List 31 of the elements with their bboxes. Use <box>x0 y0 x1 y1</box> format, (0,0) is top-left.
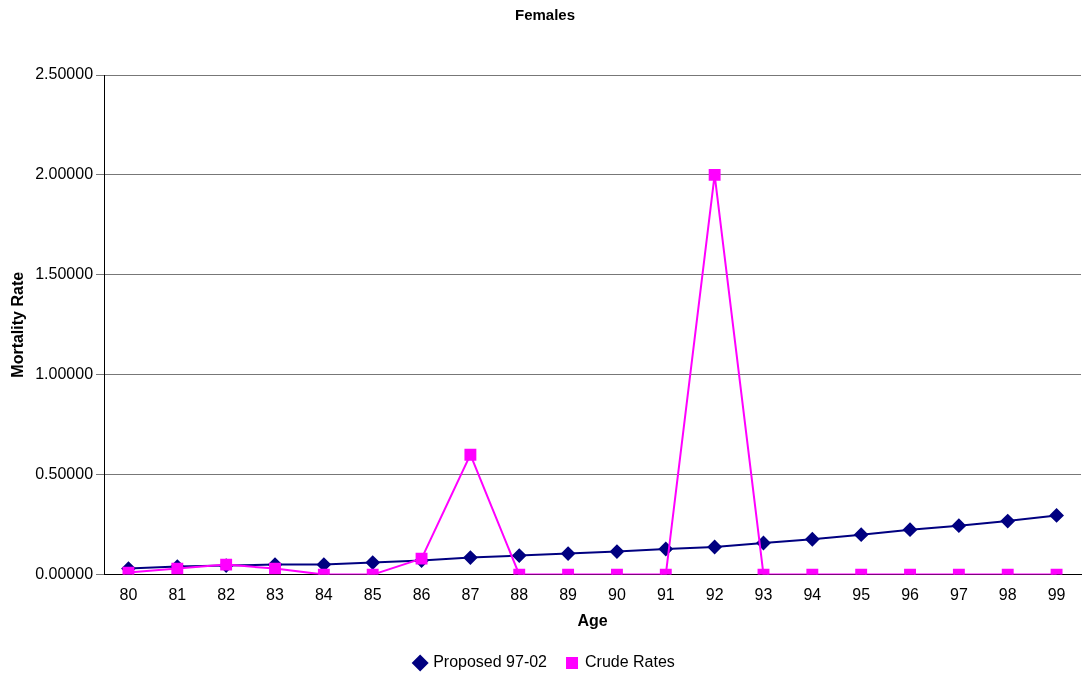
y-tick-label: 1.50000 <box>35 265 94 283</box>
y-tick-label: 0.00000 <box>35 565 94 583</box>
x-tick-label: 93 <box>754 585 773 603</box>
x-tick-label: 86 <box>412 585 431 603</box>
x-tick-label: 81 <box>168 585 187 603</box>
x-axis-title: Age <box>577 611 608 629</box>
x-tick-label: 95 <box>852 585 871 603</box>
x-tick-label: 99 <box>1047 585 1066 603</box>
x-tick-label: 98 <box>998 585 1017 603</box>
x-tick-label: 97 <box>949 585 968 603</box>
y-tick-label: 2.00000 <box>35 165 94 183</box>
x-tick-label: 92 <box>705 585 724 603</box>
x-tick-label: 96 <box>901 585 920 603</box>
x-tick-label: 85 <box>363 585 382 603</box>
y-tick-label: 2.50000 <box>35 65 94 83</box>
x-tick-label: 87 <box>461 585 480 603</box>
x-tick-label: 91 <box>656 585 675 603</box>
x-tick-label: 90 <box>608 585 626 603</box>
x-tick-label: 84 <box>314 585 333 603</box>
chart-title: Females <box>514 6 576 24</box>
x-tick-label: 94 <box>803 585 822 603</box>
legend-label: Crude Rates <box>585 653 675 671</box>
y-tick-label: 0.50000 <box>35 465 94 483</box>
x-tick-label: 89 <box>559 585 578 603</box>
legend-label: Proposed 97-02 <box>433 653 548 671</box>
x-tick-label: 82 <box>217 585 236 603</box>
x-tick-label: 88 <box>510 585 529 603</box>
x-tick-label: 83 <box>266 585 284 603</box>
y-tick-label: 1.00000 <box>35 365 94 383</box>
y-axis-title: Mortality Rate <box>9 271 27 378</box>
x-tick-label: 80 <box>119 585 138 603</box>
